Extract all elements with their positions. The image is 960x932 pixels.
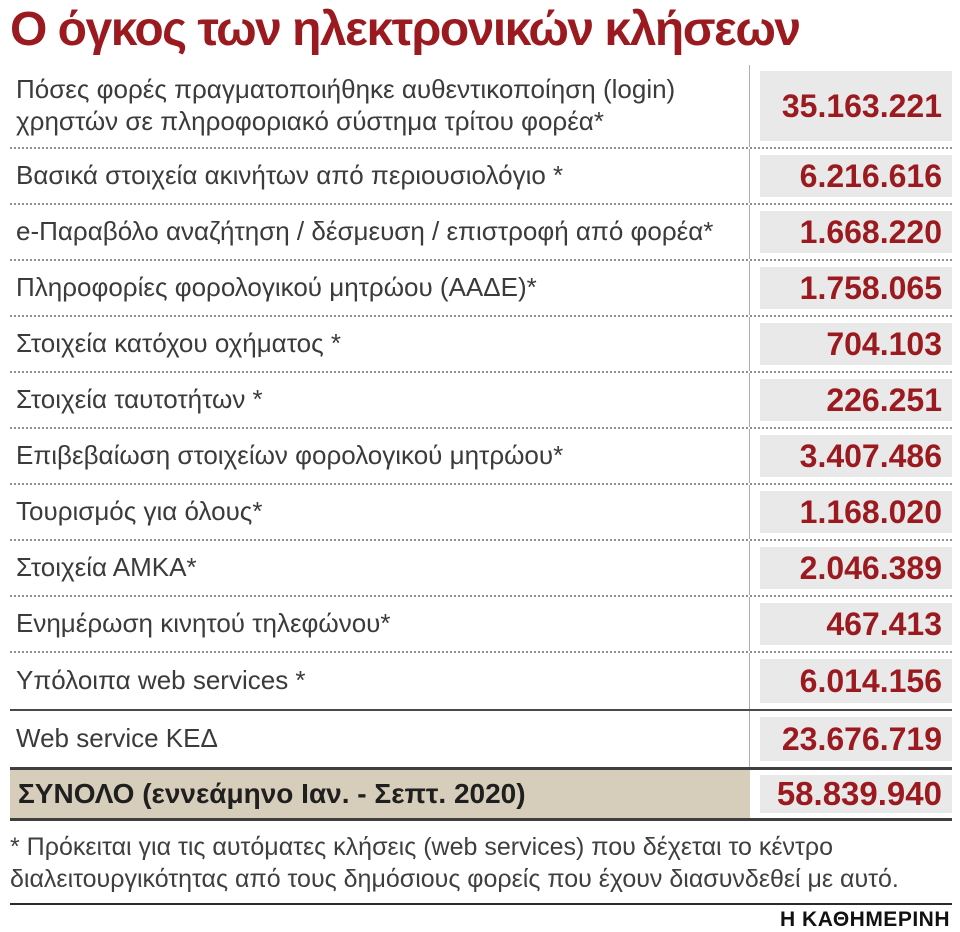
- table-row: Ενημέρωση κινητού τηλεφώνου* 467.413: [10, 597, 952, 654]
- row-label: Επιβεβαίωση στοιχείων φορολογικού μητρώο…: [10, 429, 750, 484]
- table-row: Στοιχεία ΑΜΚΑ* 2.046.389: [10, 541, 952, 598]
- row-label: Στοιχεία ΑΜΚΑ*: [10, 541, 750, 596]
- row-value: 23.676.719: [760, 717, 952, 762]
- row-value: 2.046.389: [760, 547, 952, 590]
- row-label: Υπόλοιπα web services *: [10, 653, 750, 710]
- row-label: Ενημέρωση κινητού τηλεφώνου*: [10, 597, 750, 652]
- table-row: Στοιχεία κατόχου οχήματος * 704.103: [10, 317, 952, 374]
- row-value: 226.251: [760, 379, 952, 422]
- total-value: 58.839.940: [760, 775, 952, 814]
- table-row: Στοιχεία ταυτοτήτων * 226.251: [10, 373, 952, 430]
- row-label: Τουρισμός για όλους*: [10, 485, 750, 540]
- page-title: Ο όγκος των ηλεκτρονικών κλήσεων: [10, 3, 801, 56]
- row-value: 467.413: [760, 603, 952, 646]
- source-logo: Η ΚΑΘΗΜΕΡΙΝΗ: [780, 908, 950, 932]
- table-row: Βασικά στοιχεία ακινήτων από περιουσιολό…: [10, 149, 952, 206]
- data-table: Πόσες φορές πραγματοποιήθηκε αυθεντικοπο…: [10, 65, 952, 822]
- total-row: ΣΥΝΟΛΟ (εννεάμηνο Ιαν. - Σεπτ. 2020) 58.…: [10, 767, 952, 822]
- row-label: Στοιχεία ταυτοτήτων *: [10, 373, 750, 428]
- total-label: ΣΥΝΟΛΟ (εννεάμηνο Ιαν. - Σεπτ. 2020): [10, 770, 750, 819]
- row-label: Βασικά στοιχεία ακινήτων από περιουσιολό…: [10, 149, 750, 204]
- row-value: 6.216.616: [760, 155, 952, 198]
- table-row-ked: Web service ΚΕΔ 23.676.719: [10, 709, 952, 768]
- row-value: 6.014.156: [760, 659, 952, 704]
- table-row: Πόσες φορές πραγματοποιήθηκε αυθεντικοπο…: [10, 65, 952, 150]
- row-value: 704.103: [760, 323, 952, 366]
- row-label: Πληροφορίες φορολογικού μητρώου (ΑΑΔΕ)*: [10, 261, 750, 316]
- row-value: 35.163.221: [760, 71, 952, 142]
- row-label: Στοιχεία κατόχου οχήματος *: [10, 317, 750, 372]
- table-row: e-Παραβόλο αναζήτηση / δέσμευση / επιστρ…: [10, 205, 952, 262]
- row-label: Web service ΚΕΔ: [10, 711, 750, 768]
- table-row: Πληροφορίες φορολογικού μητρώου (ΑΑΔΕ)* …: [10, 261, 952, 318]
- table-row: Τουρισμός για όλους* 1.168.020: [10, 485, 952, 542]
- row-value: 1.668.220: [760, 211, 952, 254]
- row-value: 1.168.020: [760, 491, 952, 534]
- row-label: Πόσες φορές πραγματοποιήθηκε αυθεντικοπο…: [10, 65, 750, 148]
- row-label: e-Παραβόλο αναζήτηση / δέσμευση / επιστρ…: [10, 205, 750, 260]
- row-value: 3.407.486: [760, 435, 952, 478]
- source-band: Η ΚΑΘΗΜΕΡΙΝΗ: [10, 903, 952, 932]
- table-row: Υπόλοιπα web services * 6.014.156: [10, 653, 952, 710]
- footnote: * Πρόκειται για τις αυτόματες κλήσεις (w…: [10, 833, 899, 894]
- table-row: Επιβεβαίωση στοιχείων φορολογικού μητρώο…: [10, 429, 952, 486]
- row-value: 1.758.065: [760, 267, 952, 310]
